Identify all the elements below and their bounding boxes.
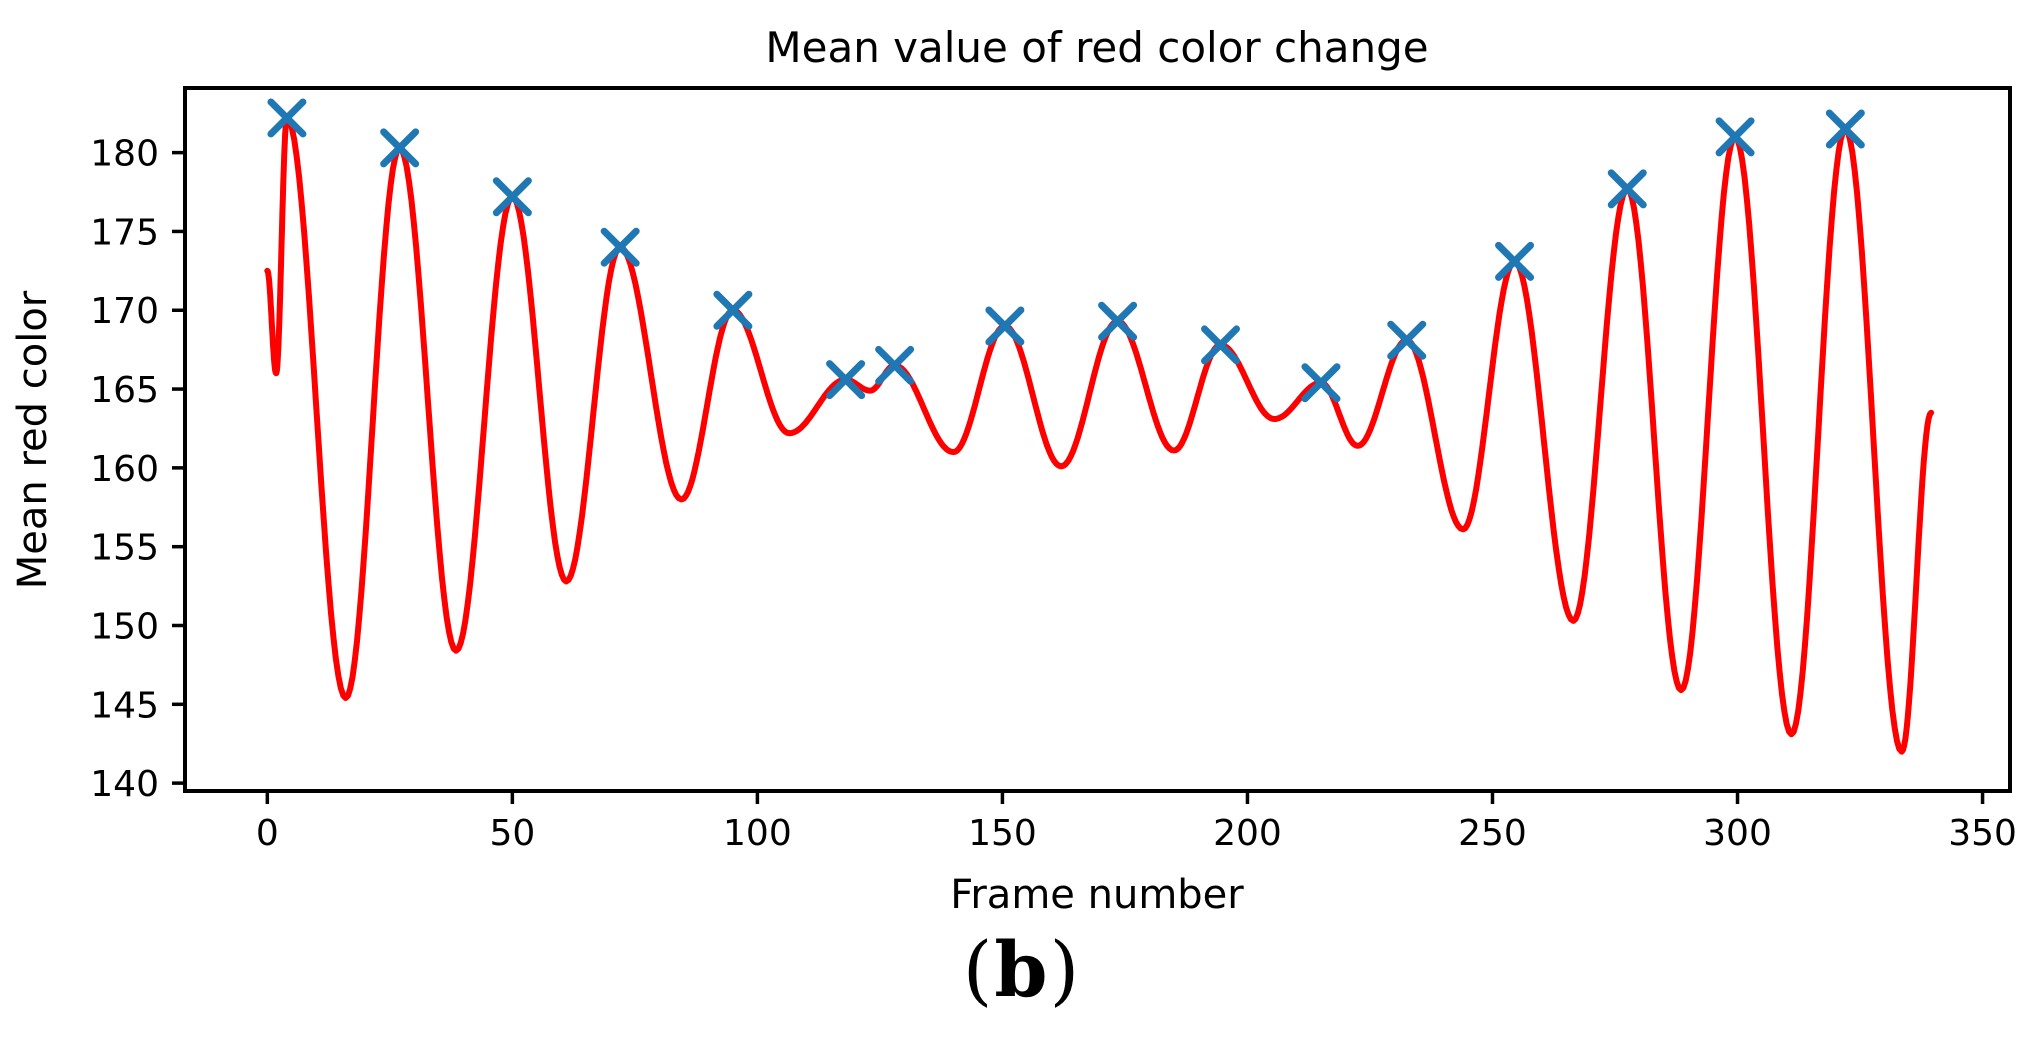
peak-marker-x bbox=[380, 128, 420, 168]
x-tick-label: 250 bbox=[1458, 813, 1527, 854]
y-tick-label: 165 bbox=[90, 370, 159, 411]
chart-title: Mean value of red color change bbox=[765, 23, 1428, 72]
figure-caption: (b) bbox=[0, 925, 2044, 1014]
peak-marker-x bbox=[1825, 109, 1865, 149]
peak-marker-x bbox=[826, 360, 866, 400]
y-tick-label: 150 bbox=[90, 606, 159, 647]
peak-marker-x bbox=[1715, 117, 1755, 157]
peak-marker-x bbox=[1607, 169, 1647, 209]
y-axis-label: Mean red color bbox=[10, 290, 56, 589]
peak-marker-x bbox=[1495, 241, 1535, 281]
peak-marker-x bbox=[875, 345, 915, 385]
plot-area: 0 50 100 150 200 250 300 350 140 145 150 155 160 165 1… bbox=[90, 86, 2017, 854]
x-tick-label: 200 bbox=[1213, 813, 1282, 854]
y-tick-label: 175 bbox=[90, 212, 159, 253]
y-tick-label: 180 bbox=[90, 134, 159, 175]
caption-close-paren: ) bbox=[1049, 925, 1082, 1014]
y-tick-label: 160 bbox=[90, 449, 159, 490]
x-tick-label: 0 bbox=[256, 813, 279, 854]
peak-marker-x bbox=[267, 98, 307, 138]
peak-marker-x bbox=[985, 306, 1025, 346]
caption-letter: b bbox=[994, 925, 1050, 1014]
x-tick-label: 100 bbox=[723, 813, 792, 854]
peak-marker-x bbox=[1201, 325, 1241, 365]
peak-marker-x bbox=[1301, 363, 1341, 403]
signal-curve bbox=[264, 114, 1935, 755]
x-tick-label: 150 bbox=[968, 813, 1037, 854]
axes-spines bbox=[183, 86, 2012, 793]
peak-marker-x bbox=[713, 290, 753, 330]
peak-marker-x bbox=[492, 177, 532, 217]
x-tick-label: 300 bbox=[1703, 813, 1772, 854]
peak-marker-x bbox=[1387, 320, 1427, 360]
y-tick-label: 155 bbox=[90, 528, 159, 569]
y-tick-label: 140 bbox=[90, 764, 159, 805]
x-tick-label: 350 bbox=[1948, 813, 2017, 854]
x-axis-label: Frame number bbox=[950, 872, 1244, 918]
y-tick-label: 170 bbox=[90, 291, 159, 332]
peak-marker-x bbox=[1098, 301, 1138, 341]
peak-marker-x bbox=[600, 227, 640, 267]
y-tick-label: 145 bbox=[90, 685, 159, 726]
caption-open-paren: ( bbox=[962, 925, 995, 1014]
x-tick-label: 50 bbox=[489, 813, 535, 854]
